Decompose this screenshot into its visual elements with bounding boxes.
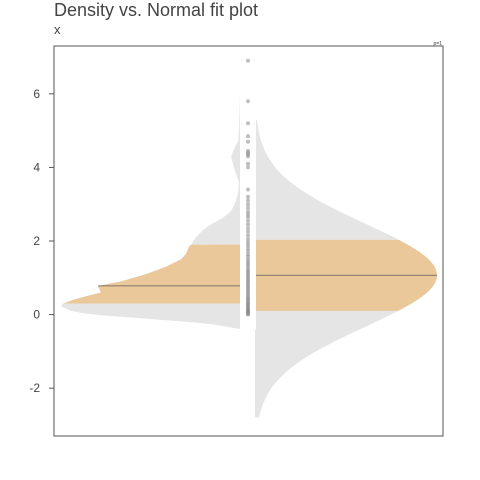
data-point xyxy=(246,194,250,199)
normal-fit-half-violin xyxy=(255,119,437,418)
data-point xyxy=(246,58,250,63)
data-point xyxy=(246,212,250,217)
data-point xyxy=(246,202,250,207)
chart-title: Density vs. Normal fit plot xyxy=(54,0,259,20)
data-point xyxy=(246,187,250,192)
y-tick-label: 2 xyxy=(33,234,40,248)
density-iqr-band xyxy=(63,244,241,304)
data-point xyxy=(246,121,250,126)
data-point xyxy=(246,222,250,227)
data-point xyxy=(246,246,250,251)
data-point xyxy=(246,209,250,214)
y-tick-label: 6 xyxy=(33,87,40,101)
data-point xyxy=(246,243,250,248)
data-point xyxy=(246,139,250,144)
y-axis: -2 0 2 4 6 xyxy=(29,87,54,395)
y-tick-label: 4 xyxy=(33,160,40,174)
data-point xyxy=(246,240,250,245)
data-point xyxy=(246,198,250,203)
data-point xyxy=(246,99,250,104)
data-point xyxy=(246,229,250,234)
data-point xyxy=(246,252,250,257)
data-point xyxy=(246,218,250,223)
y-tick-label: 0 xyxy=(33,308,40,322)
data-point xyxy=(246,161,250,166)
data-point xyxy=(246,233,250,238)
data-point xyxy=(246,148,250,153)
data-point xyxy=(246,134,250,139)
data-point xyxy=(246,237,250,242)
data-point xyxy=(246,165,250,170)
plot-frame xyxy=(53,45,444,437)
data-point xyxy=(246,249,250,254)
data-point xyxy=(246,205,250,210)
y-tick-label: -2 xyxy=(29,381,40,395)
density-half-violin xyxy=(61,53,241,330)
data-point xyxy=(246,226,250,231)
chart-subtitle: x xyxy=(54,22,61,37)
legend-label: p=1 xyxy=(434,41,443,47)
data-points xyxy=(240,49,256,330)
